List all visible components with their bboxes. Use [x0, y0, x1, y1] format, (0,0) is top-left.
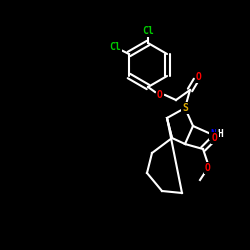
Text: Cl: Cl — [109, 42, 121, 52]
Text: S: S — [182, 103, 188, 113]
Text: N: N — [210, 129, 216, 139]
Text: O: O — [205, 163, 211, 173]
Text: O: O — [212, 133, 218, 143]
Text: H: H — [217, 129, 223, 139]
Text: O: O — [196, 72, 202, 82]
Text: Cl: Cl — [142, 26, 154, 36]
Text: O: O — [157, 90, 163, 100]
